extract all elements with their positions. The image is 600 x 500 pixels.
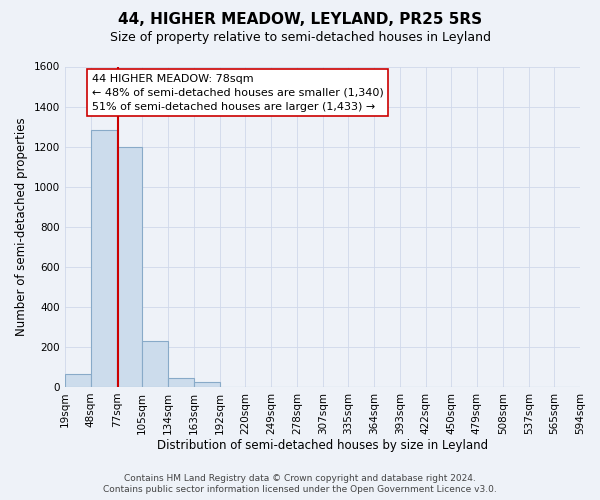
Bar	[168, 378, 194, 387]
Bar	[194, 382, 220, 387]
Text: Contains HM Land Registry data © Crown copyright and database right 2024.
Contai: Contains HM Land Registry data © Crown c…	[103, 474, 497, 494]
Bar	[65, 374, 91, 387]
Y-axis label: Number of semi-detached properties: Number of semi-detached properties	[15, 118, 28, 336]
Bar	[116, 146, 142, 387]
X-axis label: Distribution of semi-detached houses by size in Leyland: Distribution of semi-detached houses by …	[157, 440, 488, 452]
Text: 44 HIGHER MEADOW: 78sqm
← 48% of semi-detached houses are smaller (1,340)
51% of: 44 HIGHER MEADOW: 78sqm ← 48% of semi-de…	[92, 74, 383, 112]
Bar	[91, 130, 116, 387]
Text: Size of property relative to semi-detached houses in Leyland: Size of property relative to semi-detach…	[110, 31, 491, 44]
Text: 44, HIGHER MEADOW, LEYLAND, PR25 5RS: 44, HIGHER MEADOW, LEYLAND, PR25 5RS	[118, 12, 482, 28]
Bar	[142, 341, 168, 387]
